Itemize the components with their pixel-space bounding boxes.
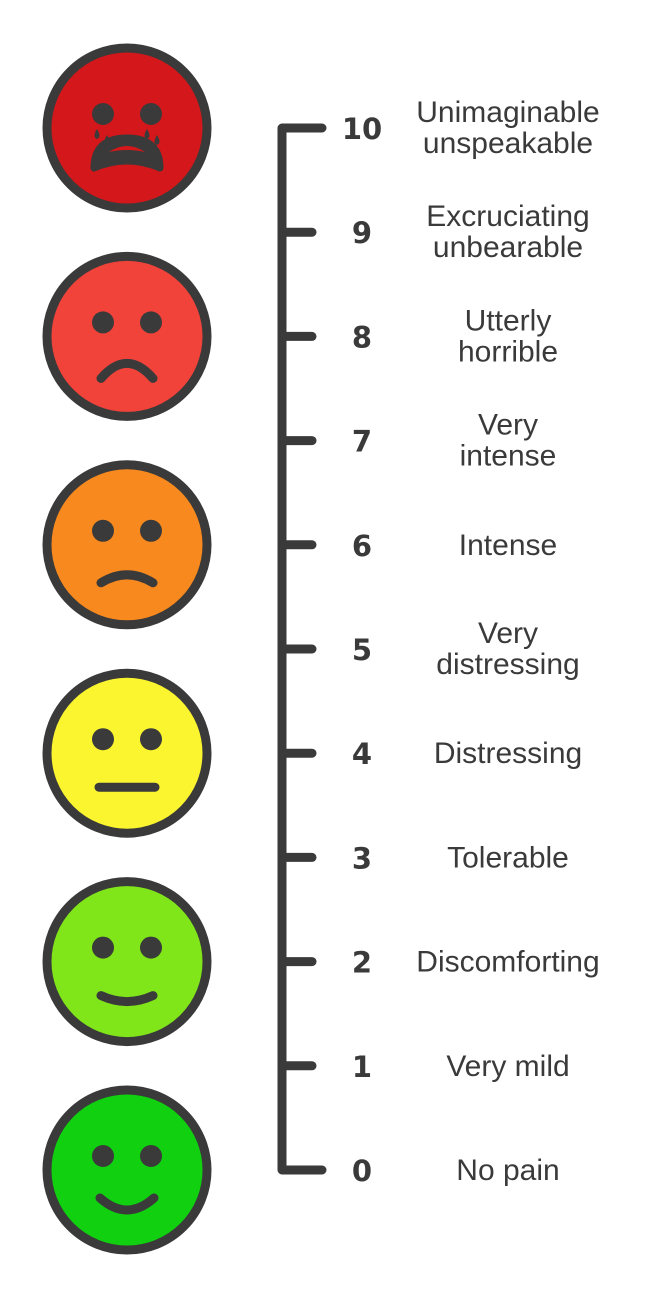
eye xyxy=(92,936,114,959)
level-number: 2 xyxy=(352,946,372,980)
eye xyxy=(140,728,162,751)
level-description: unspeakable xyxy=(423,127,593,160)
level-description: Utterly xyxy=(465,304,552,337)
eye xyxy=(92,103,114,125)
level-description: intense xyxy=(460,440,557,473)
face-circle xyxy=(42,43,212,213)
level-description: Very mild xyxy=(446,1050,569,1083)
face-sad-icon xyxy=(42,460,212,630)
level-description: No pain xyxy=(456,1154,559,1187)
face-very-sad-icon xyxy=(42,251,212,421)
level-description: Excruciating xyxy=(426,200,589,233)
level-number: 5 xyxy=(352,633,372,667)
tear xyxy=(94,129,100,139)
mouth xyxy=(96,570,158,588)
level-description: Intense xyxy=(459,529,557,562)
eye xyxy=(92,1145,114,1167)
level-number: 4 xyxy=(352,737,372,771)
scale-level-6: 6 Intense xyxy=(277,529,557,563)
scale-level-2: 2 Discomforting xyxy=(277,946,600,980)
level-description: Very xyxy=(478,617,538,650)
level-number: 8 xyxy=(352,320,372,354)
mouth-inner xyxy=(109,146,145,152)
scale-level-0: 0 No pain xyxy=(352,1154,560,1188)
tear xyxy=(144,129,150,139)
level-number: 1 xyxy=(352,1050,372,1084)
eye xyxy=(140,936,162,959)
level-description: unbearable xyxy=(433,231,583,264)
eye xyxy=(92,311,114,334)
face-slight-smile-icon xyxy=(42,877,212,1047)
level-number: 0 xyxy=(352,1154,372,1188)
level-number: 3 xyxy=(352,841,372,875)
level-description: Distressing xyxy=(434,737,582,770)
face-circle xyxy=(42,460,212,630)
mouth xyxy=(95,1193,159,1215)
eye xyxy=(140,519,162,542)
face-smile-icon xyxy=(42,1085,212,1255)
eye xyxy=(140,1145,162,1167)
mouth xyxy=(96,991,158,1007)
level-description: distressing xyxy=(436,648,579,681)
mouth xyxy=(96,359,158,383)
level-number: 7 xyxy=(352,425,372,459)
scale-level-4: 4 Distressing xyxy=(277,737,582,771)
face-neutral-icon xyxy=(42,668,212,838)
level-description: Discomforting xyxy=(416,946,599,979)
level-description: Tolerable xyxy=(447,841,569,874)
eye xyxy=(92,519,114,542)
face-circle xyxy=(42,251,212,421)
scale-level-1: 1 Very mild xyxy=(277,1050,570,1084)
eye xyxy=(140,103,162,125)
level-description: Very xyxy=(478,409,538,442)
eye xyxy=(140,311,162,334)
scale-level-3: 3 Tolerable xyxy=(277,841,569,875)
face-circle xyxy=(42,668,212,838)
tear xyxy=(154,135,160,145)
eye xyxy=(92,728,114,751)
mouth xyxy=(90,134,164,172)
level-description: Unimaginable xyxy=(416,96,599,129)
level-number: 6 xyxy=(352,529,372,563)
face-crying-icon xyxy=(42,43,212,213)
face-circle xyxy=(42,1085,212,1255)
level-number: 9 xyxy=(352,216,372,250)
face-circle xyxy=(42,877,212,1047)
level-number: 10 xyxy=(342,112,382,146)
level-description: horrible xyxy=(458,335,558,368)
